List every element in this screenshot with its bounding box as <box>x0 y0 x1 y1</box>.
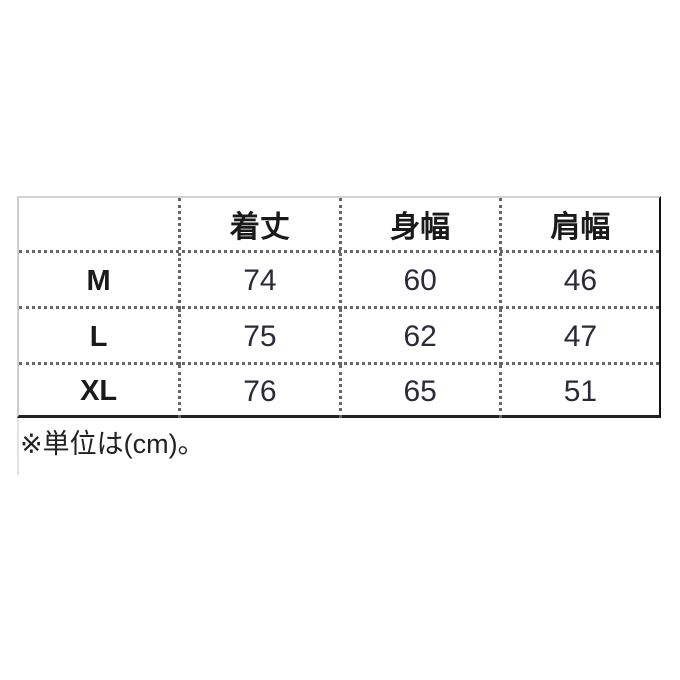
size-chart-table: 着丈 身幅 肩幅 M 74 60 46 L 75 62 47 XL 76 65 … <box>17 196 661 418</box>
header-width: 身幅 <box>338 198 499 250</box>
width-value: 65 <box>338 365 499 418</box>
table-row: L 75 62 47 <box>19 306 659 365</box>
shoulder-value: 46 <box>498 253 659 309</box>
length-value: 74 <box>178 253 338 309</box>
width-value: 60 <box>338 253 499 309</box>
unit-note: ※単位は(cm)。 <box>20 429 205 459</box>
size-label: L <box>89 320 108 353</box>
size-label: XL <box>80 375 118 407</box>
shoulder-value: 51 <box>498 365 659 418</box>
header-size <box>19 198 178 250</box>
length-value: 75 <box>178 309 338 365</box>
header-row: 着丈 身幅 肩幅 <box>19 198 659 250</box>
length-value: 76 <box>178 365 338 418</box>
width-value: 62 <box>338 309 499 365</box>
header-shoulder: 肩幅 <box>498 198 659 250</box>
header-length: 着丈 <box>178 198 338 250</box>
table-row: XL 76 65 51 <box>19 362 659 418</box>
left-border-strip <box>17 418 19 475</box>
shoulder-value: 47 <box>498 309 659 365</box>
size-label: M <box>86 264 111 297</box>
table-row: M 74 60 46 <box>19 250 659 309</box>
